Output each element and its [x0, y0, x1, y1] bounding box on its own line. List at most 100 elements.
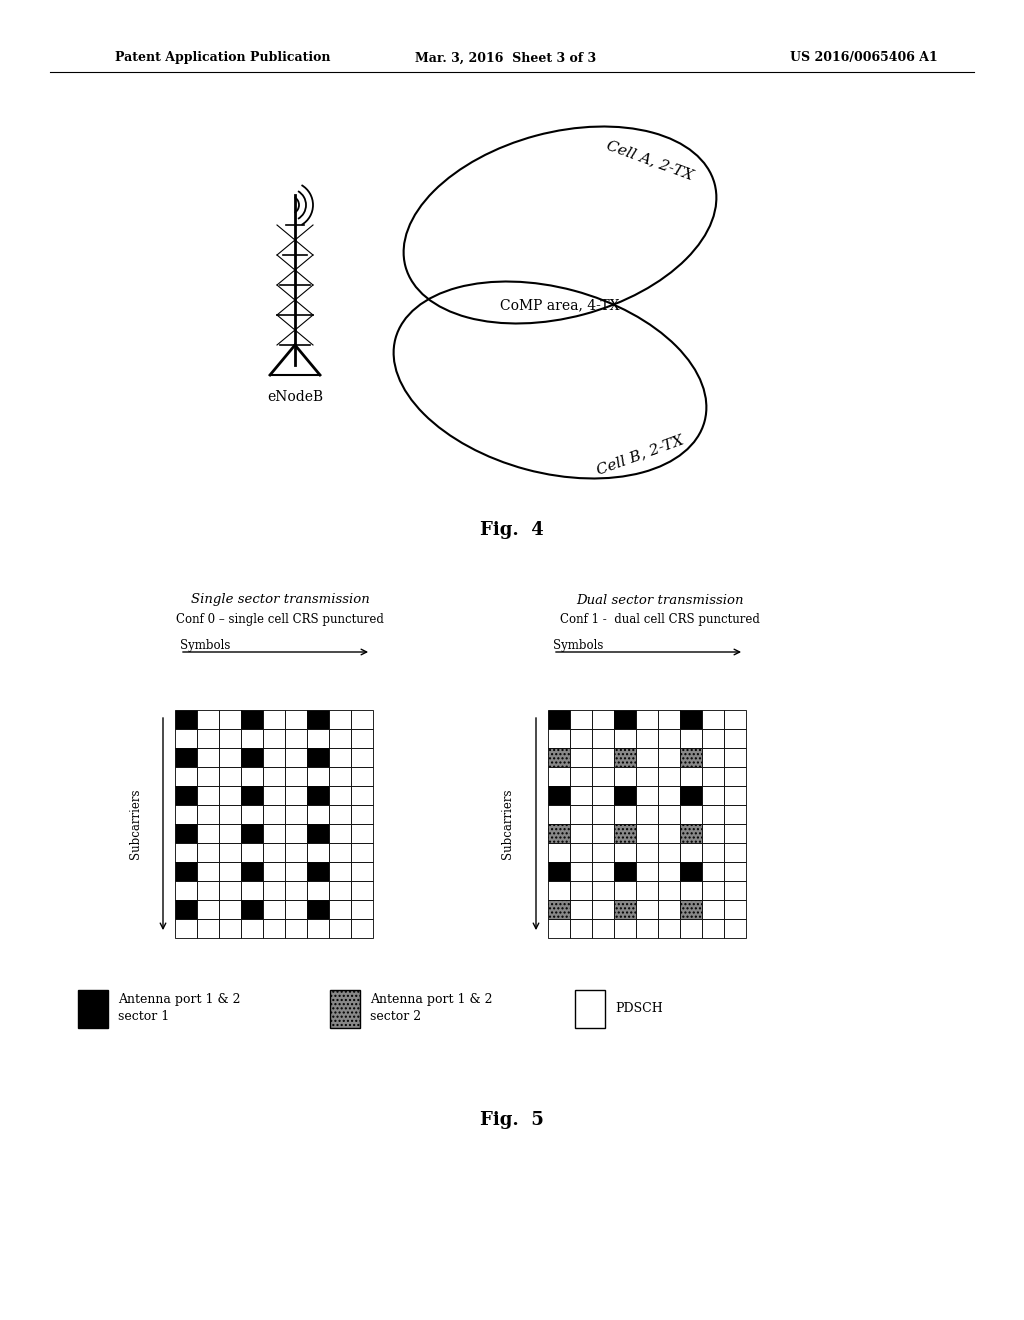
- Bar: [329, 862, 351, 880]
- Bar: [219, 843, 241, 862]
- Bar: [592, 785, 614, 805]
- Bar: [241, 824, 263, 843]
- Bar: [219, 862, 241, 880]
- Bar: [724, 767, 746, 785]
- Bar: [307, 710, 329, 729]
- Bar: [680, 919, 702, 939]
- Bar: [329, 785, 351, 805]
- Bar: [548, 729, 570, 748]
- Bar: [680, 880, 702, 900]
- Bar: [658, 900, 680, 919]
- Bar: [330, 990, 360, 1028]
- Text: sector 2: sector 2: [370, 1010, 421, 1023]
- Bar: [636, 805, 658, 824]
- Bar: [592, 919, 614, 939]
- Bar: [548, 824, 570, 843]
- Bar: [614, 919, 636, 939]
- Bar: [197, 824, 219, 843]
- Bar: [548, 919, 570, 939]
- Bar: [614, 748, 636, 767]
- Bar: [592, 710, 614, 729]
- Bar: [614, 843, 636, 862]
- Bar: [724, 880, 746, 900]
- Bar: [307, 729, 329, 748]
- Bar: [351, 767, 373, 785]
- Bar: [702, 843, 724, 862]
- Bar: [241, 919, 263, 939]
- Bar: [548, 843, 570, 862]
- Bar: [219, 748, 241, 767]
- Bar: [636, 919, 658, 939]
- Bar: [702, 729, 724, 748]
- Bar: [724, 862, 746, 880]
- Bar: [680, 785, 702, 805]
- Bar: [592, 767, 614, 785]
- Bar: [285, 729, 307, 748]
- Bar: [658, 748, 680, 767]
- Bar: [307, 767, 329, 785]
- Bar: [241, 710, 263, 729]
- Bar: [219, 785, 241, 805]
- Bar: [197, 843, 219, 862]
- Bar: [680, 748, 702, 767]
- Text: Conf 1 -  dual cell CRS punctured: Conf 1 - dual cell CRS punctured: [560, 612, 760, 626]
- Bar: [702, 919, 724, 939]
- Bar: [636, 824, 658, 843]
- Bar: [197, 900, 219, 919]
- Text: Symbols: Symbols: [553, 639, 603, 652]
- Bar: [285, 785, 307, 805]
- Bar: [351, 748, 373, 767]
- Text: Subcarriers: Subcarriers: [128, 789, 141, 859]
- Bar: [197, 767, 219, 785]
- Bar: [219, 710, 241, 729]
- Text: sector 1: sector 1: [118, 1010, 169, 1023]
- Text: Mar. 3, 2016  Sheet 3 of 3: Mar. 3, 2016 Sheet 3 of 3: [415, 51, 596, 65]
- Bar: [307, 843, 329, 862]
- Text: Subcarriers: Subcarriers: [502, 789, 514, 859]
- Bar: [548, 748, 570, 767]
- Bar: [702, 785, 724, 805]
- Bar: [570, 900, 592, 919]
- Bar: [241, 843, 263, 862]
- Bar: [197, 748, 219, 767]
- Bar: [241, 767, 263, 785]
- Bar: [175, 729, 197, 748]
- Bar: [351, 900, 373, 919]
- Bar: [175, 710, 197, 729]
- Bar: [241, 880, 263, 900]
- Text: Fig.  5: Fig. 5: [480, 1111, 544, 1129]
- Bar: [548, 880, 570, 900]
- Bar: [175, 767, 197, 785]
- Bar: [285, 919, 307, 939]
- Bar: [658, 767, 680, 785]
- Bar: [78, 990, 108, 1028]
- Bar: [570, 843, 592, 862]
- Bar: [548, 785, 570, 805]
- Bar: [570, 805, 592, 824]
- Bar: [680, 862, 702, 880]
- Bar: [570, 824, 592, 843]
- Bar: [285, 767, 307, 785]
- Bar: [219, 805, 241, 824]
- Bar: [263, 843, 285, 862]
- Bar: [197, 919, 219, 939]
- Bar: [702, 900, 724, 919]
- Bar: [592, 900, 614, 919]
- Bar: [548, 710, 570, 729]
- Bar: [329, 805, 351, 824]
- Bar: [592, 748, 614, 767]
- Bar: [548, 805, 570, 824]
- Text: Antenna port 1 & 2: Antenna port 1 & 2: [370, 994, 493, 1006]
- Bar: [329, 748, 351, 767]
- Bar: [307, 785, 329, 805]
- Bar: [680, 843, 702, 862]
- Bar: [329, 843, 351, 862]
- Bar: [263, 880, 285, 900]
- Bar: [724, 824, 746, 843]
- Text: Antenna port 1 & 2: Antenna port 1 & 2: [118, 994, 241, 1006]
- Bar: [197, 710, 219, 729]
- Bar: [285, 710, 307, 729]
- Bar: [263, 805, 285, 824]
- Bar: [351, 729, 373, 748]
- Bar: [307, 900, 329, 919]
